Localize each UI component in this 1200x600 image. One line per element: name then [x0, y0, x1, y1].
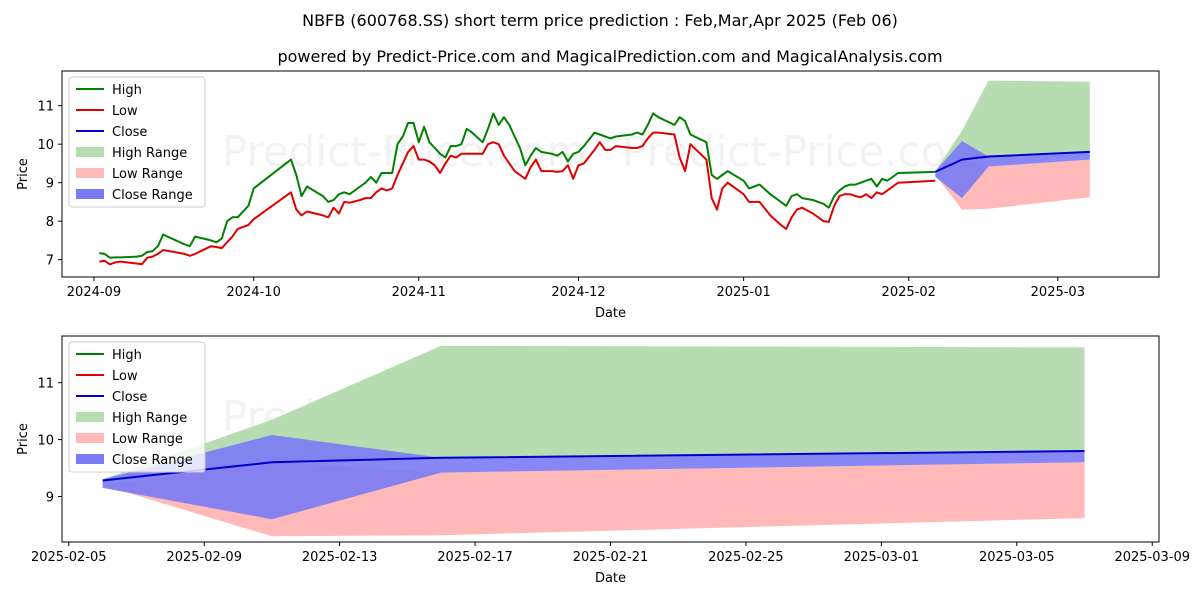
y-tick-label: 7 [46, 254, 54, 269]
x-tick-label: 2024-11 [392, 285, 446, 300]
watermark-text: Predict-Price.com [622, 127, 987, 176]
legend-entry: Low [112, 104, 138, 119]
low-line [99, 131, 936, 266]
forecast-chart-panel: Predict-Price.comPredict-Price.com2025-0… [16, 335, 1190, 586]
high-range-legend-swatch [76, 147, 104, 157]
close-range-legend-swatch [76, 454, 104, 464]
x-tick-label: 2025-02-05 [31, 550, 107, 565]
low-range-legend-swatch [76, 168, 104, 178]
legend: High Low Close High Range Low Range Close Ran… [68, 341, 206, 473]
legend-entry: Low [112, 369, 138, 384]
chart-subtitle: powered by Predict-Price.com and Magical… [277, 47, 942, 66]
legend-entry: Close Range [112, 453, 193, 468]
y-tick-label: 9 [46, 177, 54, 192]
legend-entry: High [112, 348, 142, 363]
x-tick-label: 2025-02-09 [166, 550, 242, 565]
legend-entry: Close [112, 390, 147, 405]
x-tick-label: 2025-02-25 [708, 550, 784, 565]
low-range-legend-swatch [76, 433, 104, 443]
y-axis-label: Price [16, 423, 31, 455]
high-range-legend-swatch [76, 412, 104, 422]
x-axis-label: Date [595, 306, 626, 321]
close-range-legend-swatch [76, 189, 104, 199]
legend-entry: Low Range [112, 432, 183, 447]
y-tick-label: 8 [46, 215, 54, 230]
x-axis-label: Date [595, 571, 626, 586]
axes-frame [61, 70, 1160, 278]
x-tick-label: 2024-12 [551, 285, 605, 300]
close-range-area [102, 435, 1085, 520]
legend-entry: Close Range [112, 188, 193, 203]
y-tick-label: 10 [37, 434, 54, 449]
y-tick-label: 10 [37, 138, 54, 153]
x-tick-label: 2024-09 [67, 285, 121, 300]
legend-entry: High Range [112, 411, 187, 426]
x-tick-label: 2025-03 [1031, 285, 1085, 300]
history-chart-panel: Predict-Price.com Predict-Price.com 2024-0… [16, 70, 1160, 321]
legend: High Low Close High Range Low Range Close Ran… [68, 76, 206, 208]
x-tick-label: 2025-01 [716, 285, 770, 300]
legend-entry: High [112, 83, 142, 98]
plot-area [102, 345, 1085, 537]
plot-area [99, 80, 1090, 266]
y-tick-label: 11 [37, 377, 54, 392]
x-tick-label: 2025-02-21 [573, 550, 649, 565]
y-tick-label: 9 [46, 490, 54, 505]
close-range-area [935, 141, 1090, 199]
high-line [99, 112, 936, 259]
x-tick-label: 2025-03-01 [844, 550, 920, 565]
y-tick-label: 11 [37, 100, 54, 115]
legend-entry: Low Range [112, 167, 183, 182]
x-tick-label: 2025-03-09 [1114, 550, 1190, 565]
x-tick-label: 2024-10 [227, 285, 281, 300]
close-line [934, 150, 1090, 173]
y-axis-label: Price [16, 158, 31, 190]
x-tick-label: 2025-02 [882, 285, 936, 300]
x-tick-label: 2025-02-13 [302, 550, 378, 565]
x-tick-label: 2025-02-17 [437, 550, 513, 565]
watermark-text: Predict-Price.com [222, 127, 587, 176]
legend-entry: Close [112, 125, 147, 140]
x-tick-label: 2025-03-05 [979, 550, 1055, 565]
chart-title: NBFB (600768.SS) short term price predic… [302, 11, 898, 30]
legend-entry: High Range [112, 146, 187, 161]
